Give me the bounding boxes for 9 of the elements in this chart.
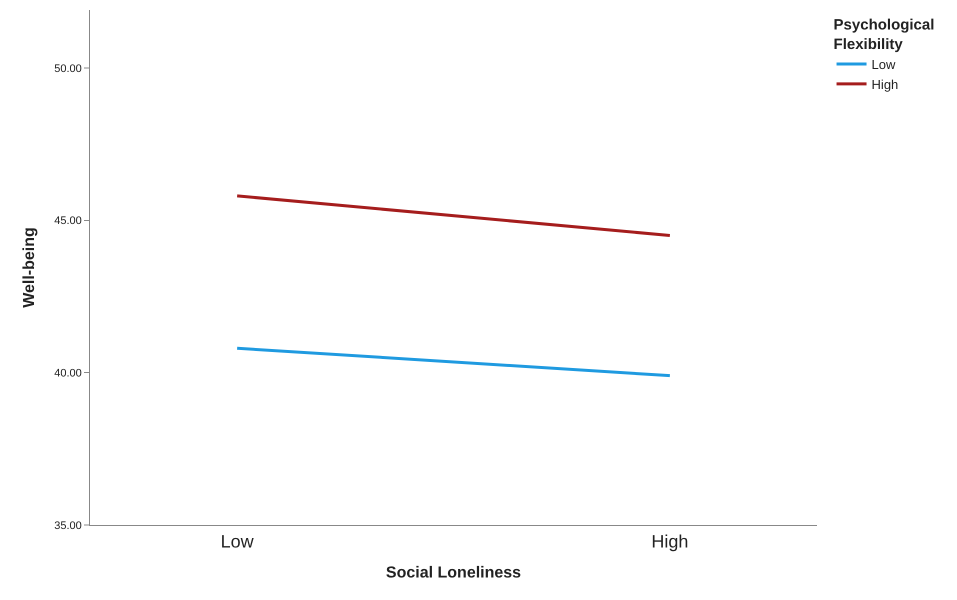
y-axis-title: Well-being (21, 227, 38, 308)
y-tick-label: 50.00 (54, 62, 82, 75)
legend-title: Psychological Flexibility (834, 16, 934, 53)
legend-label: Low (872, 57, 896, 72)
legend-label: High (872, 76, 898, 92)
y-tick-label: 40.00 (54, 367, 82, 380)
x-axis-title: Social Loneliness (386, 564, 522, 582)
y-tick-label: 45.00 (54, 215, 82, 228)
y-tick-label: 35.00 (54, 520, 82, 532)
